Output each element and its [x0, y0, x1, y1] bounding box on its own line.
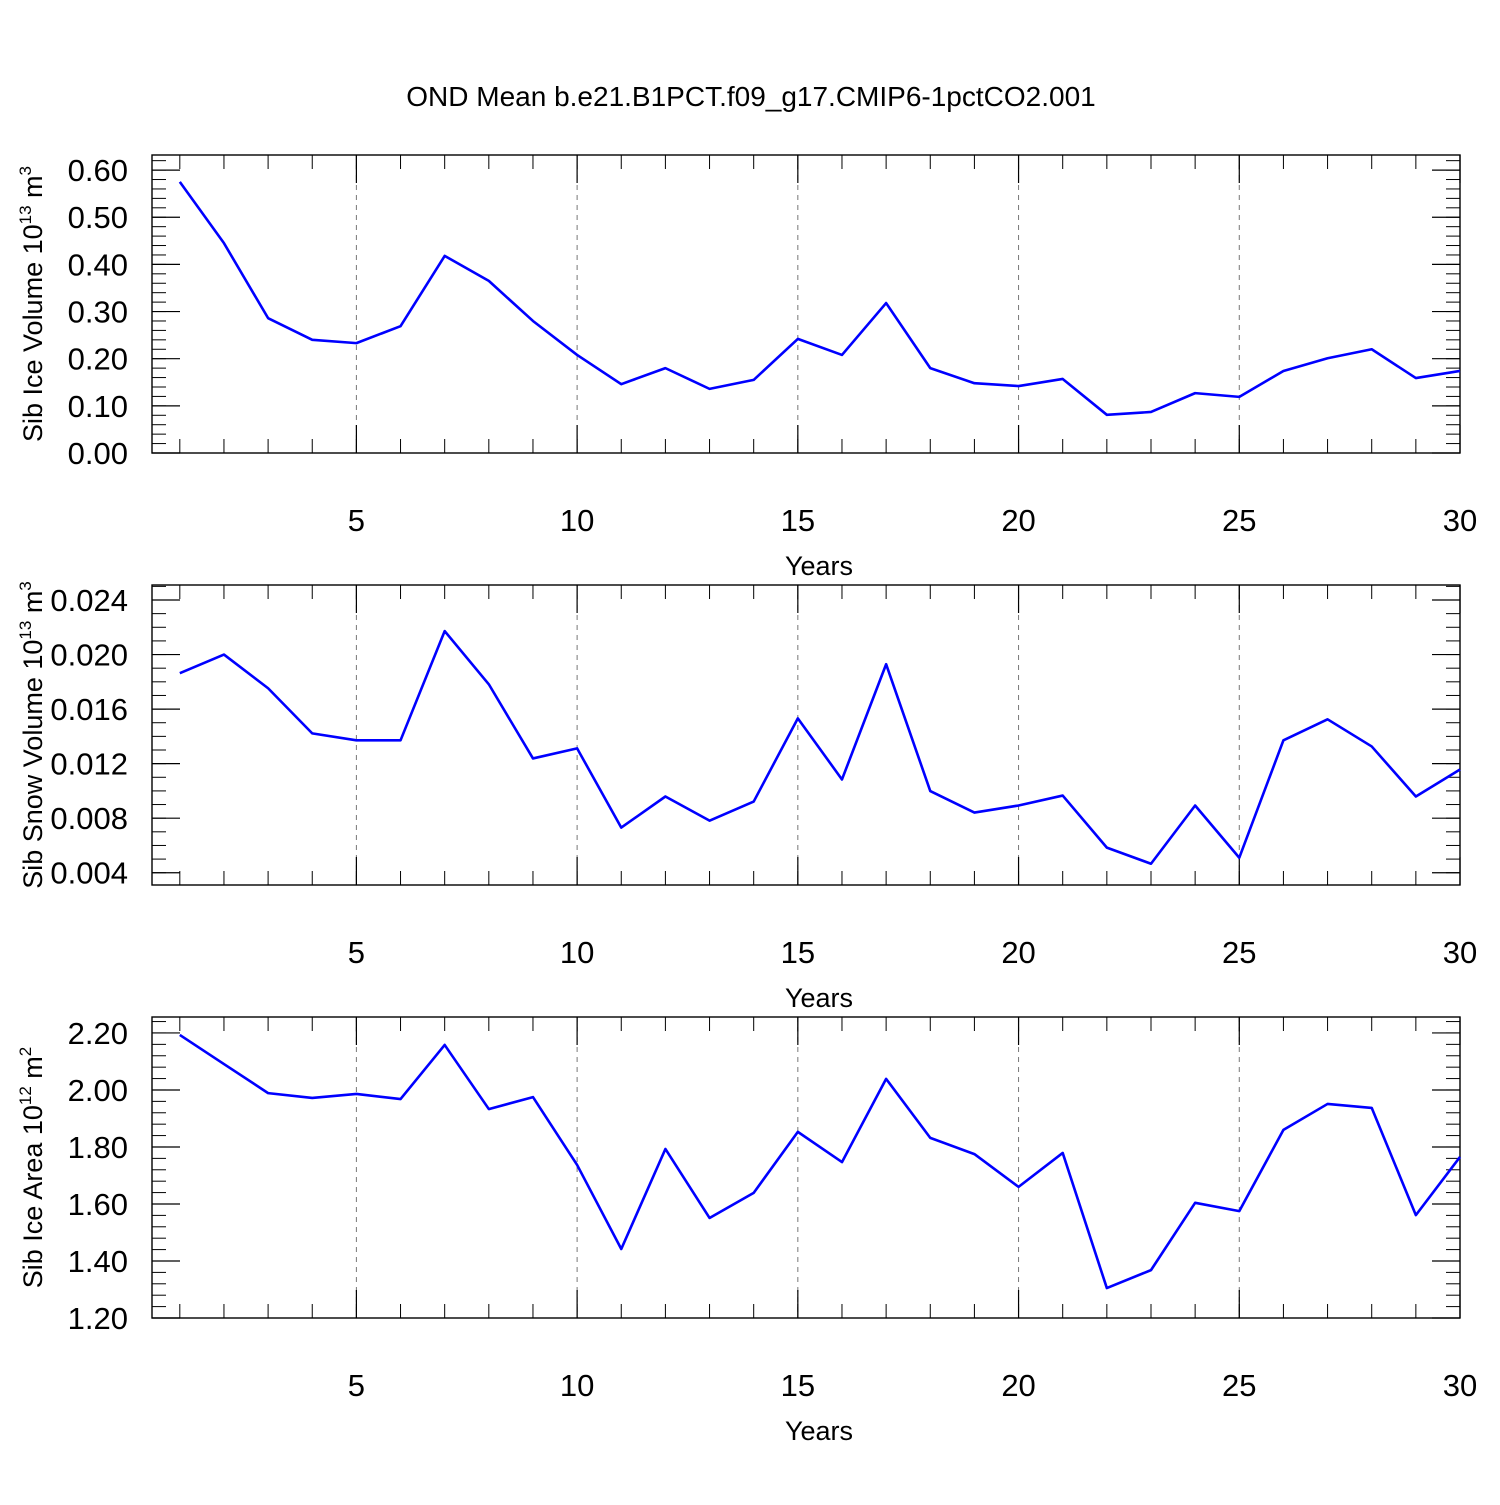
plot-frame: [151, 1016, 1461, 1319]
y-tick-label: 0.016: [50, 692, 128, 727]
y-tick-label: 0.60: [68, 153, 128, 188]
y-tick-label: 1.40: [68, 1244, 128, 1279]
y-axis-label-part: Sib Snow Volume 10: [18, 640, 48, 889]
x-axis-label: Years: [785, 1416, 853, 1446]
panel: 5 10 15 20 25 30 0.004 0.008 0.012 0.016 0.020 0.02…: [16, 581, 1477, 1013]
data-line: [178, 181, 1461, 417]
y-tick-label: 1.80: [68, 1130, 128, 1165]
y-tick-label: 0.020: [50, 638, 128, 673]
y-tick-label: 1.20: [68, 1301, 128, 1336]
x-tick-label: 15: [781, 935, 815, 970]
panel: 5 10 15 20 25 30 0.00 0.10 0.20 0.30 0.40 0.50 0.60 Y…: [16, 153, 1477, 581]
y-axis-label-exponent: 13: [16, 205, 35, 224]
x-tick-label: 10: [560, 503, 594, 538]
y-axis-label-exponent: 2: [16, 1047, 35, 1056]
y-tick-label: 0.004: [50, 856, 128, 891]
x-tick-label: 25: [1222, 935, 1256, 970]
x-tick-label: 25: [1222, 503, 1256, 538]
y-tick-label: 0.008: [50, 801, 128, 836]
y-tick-label: 2.20: [68, 1016, 128, 1051]
y-axis-label: Sib Snow Volume 1013 m3: [16, 581, 48, 889]
y-axis-label-part: m: [18, 175, 48, 205]
y-tick-label: 0.50: [68, 200, 128, 235]
x-tick-label: 5: [348, 1368, 365, 1403]
y-tick-label: 0.20: [68, 342, 128, 377]
y-tick-label: 2.00: [68, 1073, 128, 1108]
chart-title: OND Mean b.e21.B1PCT.f09_g17.CMIP6-1pctC…: [406, 81, 1095, 112]
x-axis-label: Years: [785, 551, 853, 581]
x-tick-label: 10: [560, 1368, 594, 1403]
x-tick-label: 25: [1222, 1368, 1256, 1403]
y-axis-label: Sib Ice Volume 1013 m3: [16, 166, 48, 442]
x-tick-label: 10: [560, 935, 594, 970]
x-tick-label: 30: [1443, 935, 1477, 970]
y-axis-label-part: m: [18, 591, 48, 621]
y-axis-label: Sib Ice Area 1012 m2: [16, 1047, 48, 1289]
x-tick-label: 20: [1001, 503, 1035, 538]
x-tick-label: 15: [781, 503, 815, 538]
panel: 5 10 15 20 25 30 1.20 1.40 1.60 1.80 2.00 2.20 Years…: [16, 1016, 1477, 1446]
plot-frame: [151, 584, 1461, 886]
x-tick-label: 15: [781, 1368, 815, 1403]
data-line: [179, 1033, 1462, 1290]
y-axis-label-part: m: [18, 1056, 48, 1086]
y-tick-label: 1.60: [68, 1187, 128, 1222]
data-line: [179, 629, 1461, 866]
x-axis-label: Years: [785, 983, 853, 1013]
y-axis-label-part: Sib Ice Volume 10: [18, 224, 48, 442]
y-axis-label-exponent: 12: [16, 1086, 35, 1105]
y-axis-label-exponent: 3: [16, 581, 35, 590]
plot-frame: [151, 154, 1461, 454]
y-tick-label: 0.30: [68, 295, 128, 330]
y-tick-label: 0.10: [68, 389, 128, 424]
y-axis-label-part: Sib Ice Area 10: [18, 1105, 48, 1288]
x-tick-label: 5: [348, 503, 365, 538]
y-tick-label: 0.024: [50, 583, 128, 618]
y-tick-label: 0.40: [68, 247, 128, 282]
x-tick-label: 30: [1443, 1368, 1477, 1403]
x-tick-label: 5: [348, 935, 365, 970]
x-tick-label: 30: [1443, 503, 1477, 538]
y-tick-label: 0.00: [68, 436, 128, 471]
y-axis-label-exponent: 13: [16, 621, 35, 640]
y-tick-label: 0.012: [50, 747, 128, 782]
x-tick-label: 20: [1001, 935, 1035, 970]
x-tick-label: 20: [1001, 1368, 1035, 1403]
y-axis-label-exponent: 3: [16, 166, 35, 175]
